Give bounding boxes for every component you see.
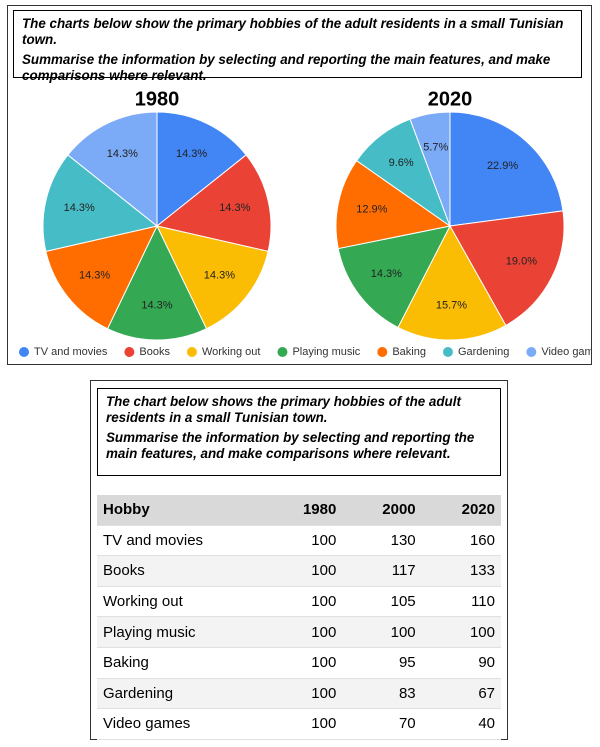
pie-slice — [409, 111, 451, 227]
pie-slice — [155, 154, 272, 252]
legend-label: Baking — [392, 346, 426, 358]
pie-slice — [337, 225, 451, 329]
legend-label: Books — [139, 346, 170, 358]
table-row: TV and movies 100 130 160 — [97, 525, 501, 557]
table-row: Books 100 117 133 — [97, 555, 501, 587]
pie-slice — [397, 224, 507, 341]
table-panel — [90, 380, 508, 740]
table-row: Baking 100 95 90 — [97, 647, 501, 679]
legend-marker — [377, 347, 388, 357]
pie-slice — [67, 111, 158, 228]
legend-label: Working out — [202, 346, 261, 358]
table-cell: 90 — [421, 647, 501, 679]
table-row: Working out 100 105 110 — [97, 586, 501, 618]
prompt-box: The chart below shows the primary hobbie… — [97, 388, 501, 476]
table-cell: 100 — [263, 616, 343, 648]
table-cell: Playing music — [97, 616, 263, 648]
pie-slice — [335, 159, 452, 250]
prompt-text: The charts below show the primary hobbie… — [22, 16, 564, 47]
table: Hobby 1980 2000 2020 TV and movies 100 130 160 B… — [97, 495, 501, 740]
legend-label: Video games — [541, 346, 592, 358]
table-cell: 100 — [263, 708, 343, 740]
table-cell: 100 — [263, 555, 343, 587]
table-cell: Working out — [97, 586, 263, 618]
slice-label: 22.9% — [487, 160, 518, 172]
prompt-text: The chart below shows the primary hobbie… — [106, 394, 461, 425]
slice-label: 19.0% — [506, 256, 537, 268]
legend-label: Gardening — [458, 346, 509, 358]
legend-marker — [124, 347, 135, 357]
table-cell: 133 — [421, 555, 501, 587]
legend-marker — [526, 347, 537, 357]
slice-label: 14.3% — [107, 148, 138, 160]
prompt-box: The charts below show the primary hobbie… — [13, 10, 582, 83]
chart-title: 1980 — [135, 88, 180, 110]
table-cell: Gardening — [97, 678, 263, 710]
legend-marker — [277, 347, 288, 357]
table-cell: 100 — [263, 525, 343, 557]
pie-slice — [106, 224, 208, 341]
prompt-text: Summarise the information by selecting a… — [22, 52, 551, 83]
table-cell: 130 — [342, 525, 422, 557]
pie-slice — [449, 111, 564, 227]
table-row: Playing music 100 100 100 — [97, 616, 501, 648]
legend-label: Playing music — [292, 346, 360, 358]
charts-panel — [7, 5, 592, 365]
table-wrap: Hobby 1980 2000 2020 TV and movies 100 130 160 B… — [97, 495, 501, 740]
table-cell: 40 — [421, 708, 501, 740]
slice-label: 14.3% — [141, 300, 172, 312]
slice-label: 14.3% — [79, 270, 110, 282]
slice-label: 15.7% — [436, 300, 467, 312]
slice-label: 14.3% — [204, 270, 235, 282]
table-cell: 100 — [263, 678, 343, 710]
table-cell: Books — [97, 555, 263, 587]
table-cell: 100 — [263, 647, 343, 679]
legend-marker — [442, 347, 453, 357]
slice-label: 14.3% — [64, 202, 95, 214]
chart-title: 2020 — [428, 88, 473, 110]
prompt-text: Summarise the information by selecting a… — [106, 430, 475, 461]
slice-label: 9.6% — [389, 157, 414, 169]
table-cell: 83 — [342, 678, 422, 710]
pie-slice — [449, 210, 565, 327]
table-cell: 105 — [342, 586, 422, 618]
legend-marker — [186, 347, 197, 357]
table-header-cell: 2020 — [421, 495, 501, 526]
table-cell: 67 — [421, 678, 501, 710]
table-header-cell: 2000 — [342, 495, 422, 526]
table-header-cell: Hobby — [97, 495, 263, 526]
pie-slice — [156, 225, 269, 330]
table-cell: 100 — [263, 586, 343, 618]
table-cell: 70 — [342, 708, 422, 740]
table-cell: 160 — [421, 525, 501, 557]
legend-marker — [19, 347, 29, 357]
table-cell: 100 — [421, 616, 501, 648]
table-cell: 110 — [421, 586, 501, 618]
table-row: Gardening 100 83 67 — [97, 678, 501, 710]
table-cell: TV and movies — [97, 525, 263, 557]
table-cell: 100 — [342, 616, 422, 648]
table-row: Video games 100 70 40 — [97, 708, 501, 740]
slice-label: 5.7% — [423, 141, 448, 153]
slice-label: 14.3% — [219, 202, 250, 214]
table-cell: Baking — [97, 647, 263, 679]
legend-label: TV and movies — [34, 346, 108, 358]
pie-slice — [42, 154, 159, 252]
table-cell: 117 — [342, 555, 422, 587]
pie-slice — [156, 111, 247, 228]
slice-label: 12.9% — [356, 204, 387, 216]
table-header-cell: 1980 — [263, 495, 343, 526]
pie-slice — [45, 225, 158, 330]
slice-label: 14.3% — [371, 268, 402, 280]
pie-charts: 1980 14.3% 14.3% 14.3% 14.3% 14.3% 14.3% 14.3% 2… — [19, 88, 592, 358]
slice-label: 14.3% — [176, 148, 207, 160]
table-cell: Video games — [97, 708, 263, 740]
table-cell: 95 — [342, 647, 422, 679]
